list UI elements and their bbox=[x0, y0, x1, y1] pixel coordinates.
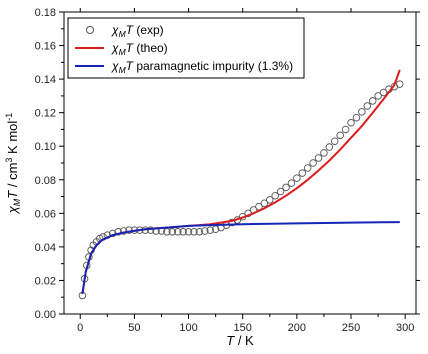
exp-data-point bbox=[206, 226, 214, 234]
exp-data-point bbox=[352, 113, 361, 122]
y-tick-label: 0.02 bbox=[35, 275, 56, 287]
legend-entry-exp: χMT (exp) bbox=[86, 23, 164, 39]
y-tick-label: 0.12 bbox=[35, 108, 56, 120]
exp-data-point bbox=[125, 226, 133, 234]
y-tick-label: 0.16 bbox=[35, 41, 56, 53]
exp-data-point bbox=[173, 228, 182, 236]
legend-entry-theo: χMT (theo) bbox=[75, 41, 168, 57]
exp-data-point bbox=[347, 118, 355, 127]
y-axis-label-chi: χ bbox=[5, 205, 20, 214]
exp-data-point bbox=[320, 149, 328, 157]
exp-data-point bbox=[282, 183, 290, 192]
y-axis-label-rest: / cm bbox=[5, 163, 20, 191]
series-layer bbox=[78, 69, 404, 300]
exp-data-point bbox=[309, 159, 317, 167]
y-axis-label-sub: M bbox=[12, 198, 22, 206]
exp-data-point bbox=[325, 143, 334, 151]
y-axis-ticks: 0.00 0.02 0.04 0.06 0.08 0.10 0.12 0.14 0.16 0.18 bbox=[35, 7, 420, 321]
y-axis-label-rest2: K mol bbox=[5, 121, 20, 158]
exp-data-point bbox=[331, 137, 339, 145]
exp-data-point bbox=[287, 179, 296, 187]
exp-data-point bbox=[396, 80, 404, 88]
legend-marker-exp bbox=[86, 26, 94, 34]
exp-data-point bbox=[368, 97, 377, 105]
exp-data-point bbox=[271, 191, 279, 200]
exp-data-point bbox=[293, 174, 301, 182]
y-axis-label-var: T bbox=[5, 190, 20, 199]
exp-data-point bbox=[190, 228, 198, 236]
legend: χMT (exp) χMT (theo) χMT paramagnetic im… bbox=[67, 17, 305, 79]
x-tick-label: 200 bbox=[288, 322, 306, 334]
y-tick-label: 0.10 bbox=[35, 141, 56, 153]
legend-entry-impurity: χMT paramagnetic impurity (1.3%) bbox=[75, 59, 293, 75]
theo-series-line bbox=[81, 69, 401, 295]
y-axis-label: χMT / cm3 K mol-1 bbox=[4, 113, 22, 215]
exp-data-point bbox=[336, 131, 344, 140]
legend-label-impurity: χMT paramagnetic impurity (1.3%) bbox=[111, 59, 293, 75]
exp-data-point bbox=[358, 108, 366, 116]
exp-data-point bbox=[119, 227, 128, 235]
exp-data-point bbox=[201, 227, 209, 235]
y-tick-label: 0.06 bbox=[35, 208, 56, 220]
exp-data-point bbox=[184, 228, 193, 236]
exp-data-point bbox=[303, 164, 312, 172]
exp-data-point bbox=[379, 88, 388, 97]
exp-data-point bbox=[276, 187, 285, 196]
y-tick-label: 0.00 bbox=[35, 309, 56, 321]
exp-data-point bbox=[211, 225, 220, 234]
x-tick-label: 100 bbox=[179, 322, 197, 334]
x-axis-ticks: 0 50 100 150 200 250 300 bbox=[77, 8, 414, 334]
exp-data-point bbox=[179, 228, 187, 236]
x-axis-label-rest: / K bbox=[234, 333, 254, 348]
x-axis-label: T / K bbox=[226, 333, 254, 348]
legend-box bbox=[67, 17, 305, 79]
impurity-series-line bbox=[81, 221, 400, 295]
legend-label-exp: χMT (exp) bbox=[111, 23, 164, 39]
y-axis-label-sup2: -1 bbox=[4, 113, 14, 121]
legend-label-theo: χMT (theo) bbox=[111, 41, 168, 57]
x-tick-label: 0 bbox=[77, 322, 83, 334]
exp-data-point bbox=[363, 102, 372, 110]
exp-data-point bbox=[114, 228, 122, 236]
y-tick-label: 0.18 bbox=[35, 7, 56, 19]
exp-data-point bbox=[195, 228, 204, 236]
exp-data-point bbox=[314, 154, 323, 162]
exp-data-point bbox=[298, 169, 307, 177]
y-axis-label-sup: 3 bbox=[4, 158, 14, 163]
exp-data-point bbox=[168, 228, 177, 236]
x-tick-label: 250 bbox=[342, 322, 360, 334]
exp-data-point bbox=[260, 199, 269, 208]
x-tick-label: 300 bbox=[396, 322, 414, 334]
y-tick-label: 0.04 bbox=[35, 242, 56, 254]
x-tick-label: 50 bbox=[128, 322, 140, 334]
x-axis-label-var: T bbox=[226, 333, 235, 348]
y-tick-label: 0.08 bbox=[35, 175, 56, 187]
exp-data-point bbox=[266, 196, 274, 204]
exp-data-point bbox=[341, 125, 350, 134]
y-tick-label: 0.14 bbox=[35, 74, 56, 86]
exp-data-point bbox=[374, 92, 382, 100]
x-tick-label: 150 bbox=[234, 322, 252, 334]
